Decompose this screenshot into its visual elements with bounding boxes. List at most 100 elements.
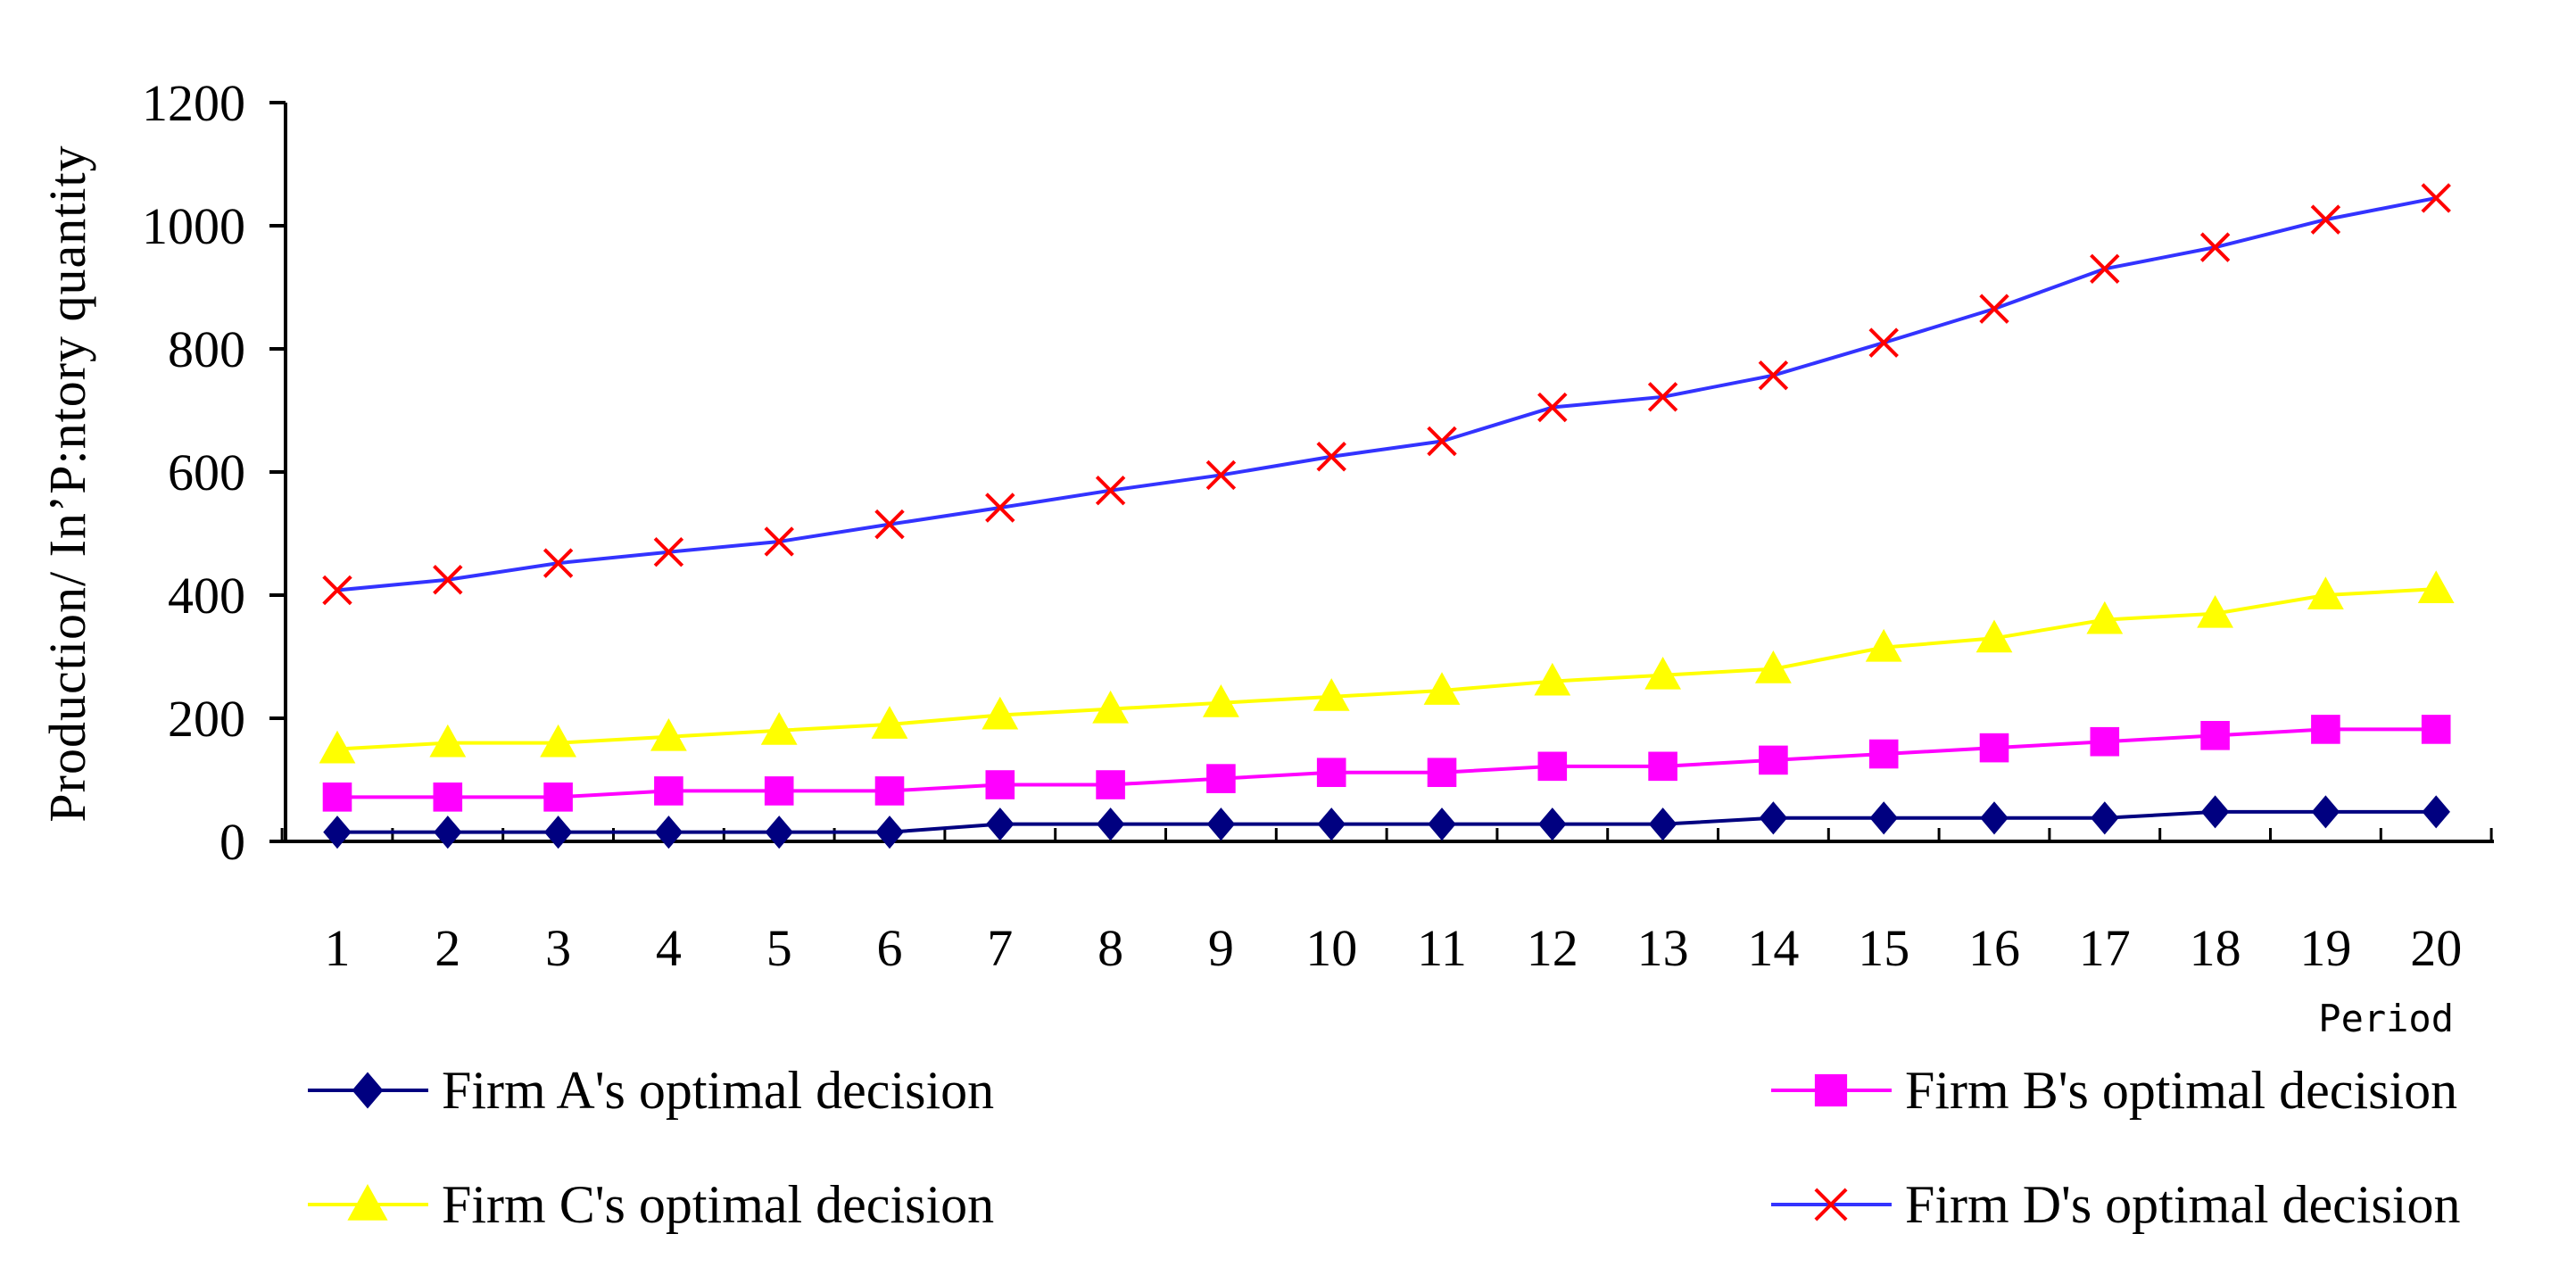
series-b-point <box>2200 721 2230 750</box>
series-d-point <box>2090 253 2120 285</box>
x-tick-label: 10 <box>1305 919 1357 977</box>
x-tick-label: 16 <box>1968 919 2020 977</box>
x-tick-label: 2 <box>435 919 460 977</box>
series-b-point <box>1868 739 1899 769</box>
series-b-point <box>1316 758 1346 788</box>
series-d-point <box>764 526 794 557</box>
series-b-point <box>2421 715 2451 744</box>
y-tick-label: 800 <box>168 320 245 378</box>
series-a-point <box>1538 807 1567 841</box>
series-c-point <box>319 730 356 764</box>
y-tick-label: 1200 <box>142 74 245 132</box>
y-tick-label: 1000 <box>142 197 245 255</box>
series-b-point <box>1759 745 1788 775</box>
x-tick-label: 8 <box>1097 919 1123 977</box>
series-a-point <box>323 816 352 849</box>
series-d-point <box>1758 360 1789 391</box>
legend-label: Firm A's optimal decision <box>442 1061 994 1120</box>
series-c-point <box>429 724 467 758</box>
legend-label: Firm D's optimal decision <box>1905 1175 2460 1234</box>
series-c-point <box>1313 678 1350 711</box>
legend-marker-icon <box>1814 1073 1848 1107</box>
series-c-point <box>540 724 576 758</box>
series-c-point <box>982 696 1019 730</box>
legend-marker-icon <box>352 1072 384 1109</box>
series-b-point <box>1206 764 1236 793</box>
series-d-point <box>1868 327 1899 358</box>
series-a-point <box>654 816 683 849</box>
series-a-point <box>1869 801 1898 835</box>
series-c-point <box>2197 594 2233 628</box>
series-lines <box>336 195 2437 834</box>
series-b-point <box>874 776 905 806</box>
series-c-point <box>1865 628 1902 662</box>
y-tick-label: 0 <box>219 813 245 871</box>
series-a-point <box>1206 807 1236 841</box>
x-tick-label: 18 <box>2190 919 2241 977</box>
x-tick-label: 7 <box>987 919 1013 977</box>
series-b-point <box>1648 751 1677 782</box>
series-c-line <box>336 587 2437 751</box>
series-a-point <box>2311 795 2340 829</box>
legend-label: Firm B's optimal decision <box>1905 1061 2457 1120</box>
series-d-point <box>2199 232 2231 262</box>
series-b-point <box>2311 715 2340 744</box>
series-b-point <box>1427 758 1457 788</box>
x-tick-label: 20 <box>2410 919 2462 977</box>
legend-marker-icon <box>347 1184 388 1221</box>
series-d-point <box>1979 294 2009 324</box>
legend-item: Firm A's optimal decision <box>308 1061 994 1120</box>
series-b-point <box>1979 733 2009 763</box>
series-d-point <box>2310 204 2341 235</box>
series-b-point <box>322 783 352 812</box>
series-c-point <box>1534 662 1571 696</box>
series-d-point <box>985 493 1015 523</box>
legend-item: Firm B's optimal decision <box>1771 1061 2457 1120</box>
series-c-point <box>1203 683 1239 717</box>
series-a-point <box>434 816 462 849</box>
series-c-point <box>650 717 687 751</box>
x-tick-label: 9 <box>1208 919 1234 977</box>
series-c-point <box>1423 672 1461 705</box>
series-d-point <box>543 548 574 578</box>
series-d-point <box>874 509 905 540</box>
x-tick-label: 4 <box>656 919 682 977</box>
series-a-point <box>1317 807 1346 841</box>
series-a-point <box>2091 801 2119 835</box>
series-a-point <box>1648 807 1677 841</box>
series-b-point <box>764 776 794 806</box>
x-tick-label: 13 <box>1637 919 1689 977</box>
x-tick-label: 1 <box>325 919 351 977</box>
series-a-point <box>986 807 1015 841</box>
legend-item: Firm D's optimal decision <box>1771 1175 2460 1234</box>
series-a-point <box>1428 807 1456 841</box>
series-c-point <box>2086 600 2124 634</box>
series-b-line <box>337 727 2437 799</box>
series-c-point <box>1755 650 1792 683</box>
series-c-point <box>1644 656 1681 690</box>
series-b-point <box>2090 726 2120 757</box>
x-tick-label: 5 <box>766 919 792 977</box>
y-tick-label: 400 <box>168 567 245 625</box>
series-a-line <box>337 809 2437 834</box>
series-a-point <box>1096 807 1125 841</box>
legend-item: Firm C's optimal decision <box>308 1175 994 1234</box>
series-d-point <box>653 536 684 567</box>
series-c-point <box>871 706 908 739</box>
x-tick-label: 11 <box>1417 919 1467 977</box>
series-markers <box>319 183 2455 849</box>
series-a-point <box>543 816 573 849</box>
x-tick-label: 15 <box>1858 919 1909 977</box>
series-c-point <box>760 712 798 745</box>
legend-label: Firm C's optimal decision <box>442 1175 994 1234</box>
series-d-point <box>1537 392 1568 423</box>
x-tick-label: 3 <box>545 919 571 977</box>
series-d-point <box>322 575 352 606</box>
series-a-point <box>2200 795 2230 829</box>
x-tick-label: 17 <box>2079 919 2131 977</box>
x-tick-label: 19 <box>2299 919 2351 977</box>
x-axis-label: Period <box>2318 997 2454 1040</box>
